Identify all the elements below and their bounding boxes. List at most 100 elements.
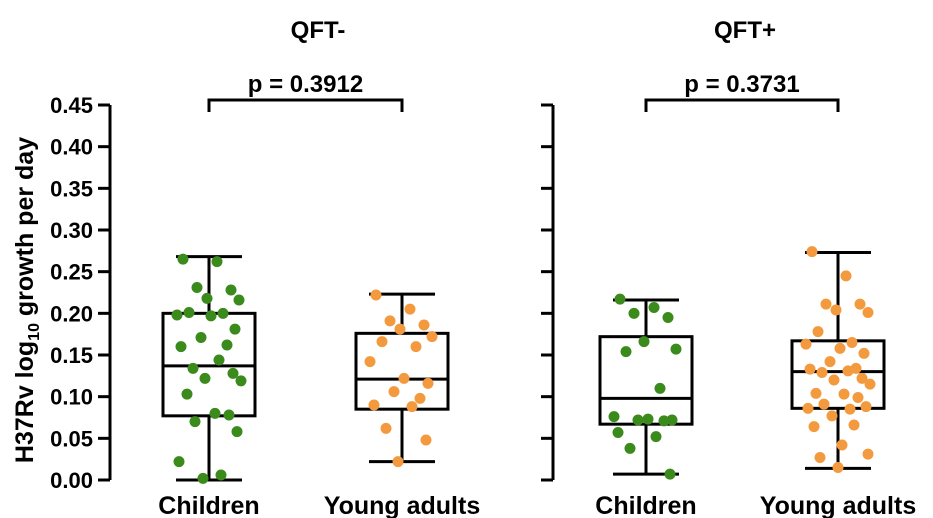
y-tick-label: 0.15: [50, 343, 93, 368]
data-point: [410, 341, 422, 353]
data-point: [628, 307, 640, 319]
data-point: [648, 302, 660, 313]
data-point: [654, 382, 666, 394]
p-value-label: p = 0.3731: [684, 71, 799, 98]
data-point: [420, 434, 432, 446]
data-point: [802, 402, 814, 414]
y-tick-label: 0.45: [50, 93, 93, 118]
data-point: [814, 452, 826, 463]
data-point: [620, 346, 632, 358]
data-point: [830, 304, 842, 316]
data-point: [414, 392, 426, 404]
data-point: [666, 414, 678, 426]
panel-title: QFT-: [291, 17, 346, 44]
data-point: [229, 323, 241, 335]
y-tick-label: 0.35: [50, 176, 93, 201]
data-point: [205, 310, 217, 322]
panel-qft-positive: QFT+ p = 0.3731 Children Young adults: [541, 17, 916, 518]
y-axis-label-main: H37Rv log: [11, 341, 39, 463]
data-point: [658, 415, 670, 427]
data-point: [384, 315, 396, 327]
data-point: [828, 374, 840, 386]
data-point: [388, 386, 400, 398]
panel-qft-negative: QFT-p = 0.3912 Children Young adults: [98, 17, 480, 518]
data-point: [181, 388, 193, 400]
data-point: [800, 338, 812, 350]
data-point: [197, 472, 209, 484]
data-point: [808, 421, 820, 433]
data-point: [838, 388, 850, 400]
data-point: [804, 363, 816, 375]
box-iqr: [790, 339, 886, 410]
x-category-label: Children: [595, 492, 696, 518]
data-point: [856, 372, 868, 384]
data-point: [608, 411, 620, 423]
data-point: [834, 342, 846, 354]
data-point: [670, 343, 682, 355]
data-point: [201, 292, 213, 304]
p-value-label: p = 0.3912: [248, 71, 363, 98]
data-point: [824, 356, 836, 368]
data-point: [844, 403, 856, 415]
data-point: [221, 339, 233, 351]
data-point: [231, 426, 243, 438]
data-point: [864, 378, 876, 390]
data-point: [642, 413, 654, 425]
panel-title: QFT+: [714, 17, 776, 44]
data-point: [862, 307, 874, 318]
data-point: [614, 293, 626, 305]
data-point: [191, 282, 203, 293]
box-group: Children: [595, 293, 697, 518]
data-point: [404, 303, 416, 315]
data-point: [612, 427, 624, 438]
box-group: Young adults: [324, 289, 480, 518]
data-point: [406, 401, 418, 413]
box-group: Children: [158, 253, 260, 518]
data-point: [818, 398, 830, 410]
data-point: [812, 326, 824, 338]
data-point: [173, 456, 185, 468]
data-point: [632, 414, 644, 426]
box-iqr: [354, 331, 450, 411]
data-point: [223, 409, 235, 421]
data-point: [422, 377, 434, 389]
data-point: [227, 367, 239, 379]
data-point: [664, 468, 676, 480]
data-point: [862, 448, 874, 460]
y-axis-label-subscript: 10: [26, 323, 43, 341]
data-point: [177, 253, 189, 265]
box-group: Young adults: [760, 246, 916, 518]
data-point: [171, 309, 183, 321]
data-point: [380, 422, 392, 434]
data-point: [211, 256, 223, 268]
data-point: [638, 336, 650, 348]
y-tick-label: 0.25: [50, 260, 93, 285]
data-point: [209, 407, 221, 419]
x-category-label: Children: [158, 492, 259, 518]
data-point: [852, 392, 864, 403]
data-point: [426, 331, 438, 343]
data-point: [394, 323, 406, 335]
data-point: [820, 298, 832, 310]
data-point: [392, 456, 404, 468]
y-axis-ticks: 0.00 0.05 0.10 0.15 0.20 0.25 0.30 0.35 0.40 0.45: [50, 93, 93, 493]
data-point: [376, 336, 388, 348]
data-point: [858, 347, 870, 359]
y-tick-label: 0.20: [50, 301, 93, 326]
significance-bracket: [207, 98, 404, 112]
data-point: [418, 319, 430, 331]
data-point: [398, 372, 410, 384]
data-point: [235, 375, 247, 387]
data-point: [832, 462, 844, 473]
data-point: [806, 246, 818, 258]
data-point: [842, 365, 854, 377]
significance-bracket: [644, 98, 840, 112]
y-tick-label: 0.30: [50, 218, 93, 243]
y-tick-label: 0.40: [50, 135, 93, 160]
data-point: [650, 431, 662, 443]
data-point: [370, 289, 382, 301]
data-point: [215, 469, 227, 481]
data-point: [816, 367, 828, 378]
data-point: [846, 337, 858, 348]
